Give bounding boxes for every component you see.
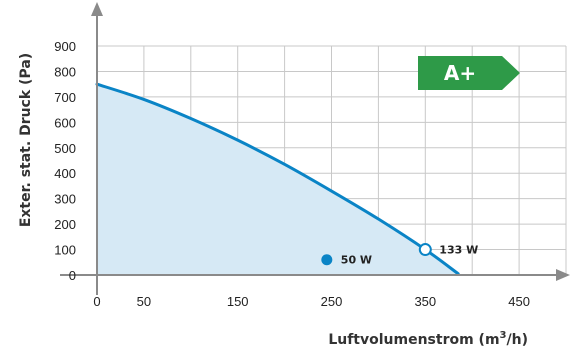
curve-line (95, 82, 460, 276)
y-tick-label: 700 (54, 90, 76, 105)
x-tick-label: 250 (321, 294, 343, 309)
y-tick-labels: 0 100 200 300 400 500 600 700 800 900 (54, 39, 76, 283)
point-label: 50 W (341, 254, 372, 267)
x-tick-label: 350 (414, 294, 436, 309)
y-tick-label: 300 (54, 192, 76, 207)
x-tick-label: 0 (93, 294, 100, 309)
x-axis-title-sup: 3 (500, 330, 507, 341)
energy-badge: A+ (418, 56, 520, 90)
y-tick-label: 600 (54, 115, 76, 130)
point-marker-open (418, 243, 432, 257)
axes (60, 2, 570, 295)
curve-area-fill (97, 84, 459, 276)
y-tick-label: 400 (54, 166, 76, 181)
point-label: 133 W (439, 244, 478, 257)
energy-badge-label: A+ (444, 61, 476, 85)
x-tick-label: 50 (137, 294, 151, 309)
point-marker-filled (321, 254, 333, 266)
x-axis-title-end: /h) (507, 332, 528, 348)
annotated-points: 50 W 133 W (321, 243, 478, 267)
x-tick-labels: 0 50 150 250 350 450 (93, 294, 530, 309)
y-tick-label: 800 (54, 64, 76, 79)
y-tick-label: 500 (54, 141, 76, 156)
x-axis-title-main: Luftvolumenstrom (m (328, 332, 499, 348)
y-axis-title: Exter. stat. Druck (Pa) (18, 53, 34, 227)
y-tick-label: 100 (54, 243, 76, 258)
x-tick-label: 450 (508, 294, 530, 309)
energy-badge-arrow (418, 56, 520, 90)
x-axis-title: Luftvolumenstrom (m3/h) (328, 330, 528, 348)
x-tick-label: 150 (227, 294, 249, 309)
x-axis-arrow (556, 269, 570, 281)
y-tick-label: 900 (54, 39, 76, 54)
y-tick-label: 0 (69, 268, 76, 283)
y-tick-label: 200 (54, 217, 76, 232)
y-axis-arrow (91, 2, 103, 16)
